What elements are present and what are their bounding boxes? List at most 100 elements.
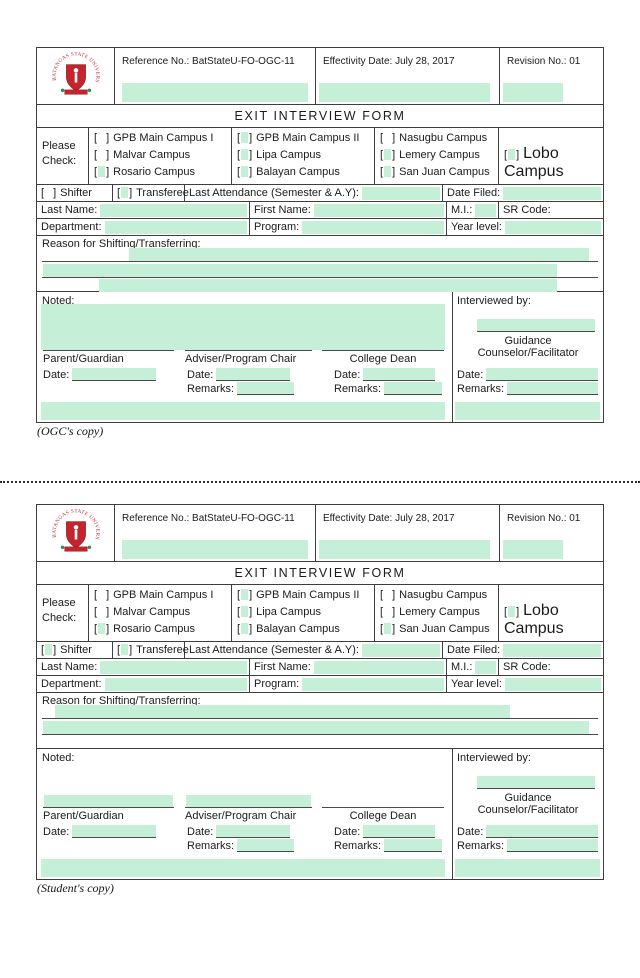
campus-label: Lobo Campus (504, 602, 564, 637)
last-name-field[interactable] (100, 660, 247, 674)
checkbox-lemery-campus[interactable] (380, 606, 395, 618)
checkbox-malvar-campus[interactable] (94, 149, 109, 161)
last-attendance-field[interactable] (361, 643, 440, 657)
interviewed-by-field[interactable] (477, 776, 595, 789)
date-filed-field[interactable] (503, 643, 601, 657)
department-row: Department: Program: Year level: (37, 676, 603, 693)
checkbox-lemery-campus[interactable] (380, 149, 395, 161)
bottom-highlight-strip[interactable] (455, 859, 600, 877)
revision-no-cell: Revision No.: 01 (500, 505, 603, 561)
interviewed-by-field[interactable] (477, 319, 595, 332)
transferee-label: Transferee (136, 644, 189, 656)
reason-field-line-1[interactable] (129, 248, 589, 261)
parent-guardian-signature-line (43, 807, 174, 808)
effectivity-date-field[interactable] (319, 83, 490, 102)
revision-no-cell: Revision No.: 01 (500, 48, 603, 104)
reason-field-line-2[interactable] (43, 264, 557, 277)
checkbox-shifter[interactable] (41, 644, 56, 656)
bottom-highlight-strip[interactable] (41, 402, 445, 420)
adviser-remarks-field[interactable] (237, 382, 295, 395)
department-label: Department: (41, 678, 102, 690)
program-field[interactable] (302, 220, 444, 234)
remarks-label: Remarks: (334, 839, 382, 852)
checkbox-gpb-main-campus-2[interactable] (237, 589, 252, 601)
bottom-highlight-strip[interactable] (41, 859, 445, 877)
noted-field[interactable] (41, 304, 445, 350)
parent-date-field[interactable] (72, 825, 157, 838)
checkbox-san-juan-campus[interactable] (380, 623, 395, 635)
effectivity-date-field[interactable] (319, 540, 490, 559)
shifter-label: Shifter (60, 644, 92, 656)
dean-remarks-field[interactable] (384, 382, 443, 395)
counselor-date-field[interactable] (486, 368, 598, 381)
counselor-remarks-field[interactable] (507, 382, 598, 395)
checkbox-shifter[interactable] (41, 187, 56, 199)
year-level-field[interactable] (504, 677, 601, 691)
department-field[interactable] (104, 220, 247, 234)
checkbox-gpb-main-campus-1[interactable] (94, 132, 109, 144)
adviser-remarks-row: Remarks: (187, 382, 295, 395)
reference-no-field[interactable] (122, 83, 308, 102)
reference-no-label: Reference No.: BatStateU-FO-OGC-11 (122, 56, 295, 67)
adviser-remarks-field[interactable] (237, 839, 295, 852)
checkbox-malvar-campus[interactable] (94, 606, 109, 618)
revision-no-field[interactable] (503, 540, 563, 559)
ogc-copy-label: (OGC's copy) (37, 424, 104, 438)
reference-no-field[interactable] (122, 540, 308, 559)
campus-label: Lipa Campus (256, 606, 321, 618)
parent-date-field[interactable] (72, 368, 157, 381)
dean-date-row: Date: (334, 825, 436, 838)
form-title: EXIT INTERVIEW FORM (234, 566, 406, 580)
mi-cell: M.I.: (447, 202, 499, 218)
reason-field-line-3[interactable] (99, 279, 557, 292)
program-field[interactable] (302, 677, 444, 691)
year-level-field[interactable] (504, 220, 601, 234)
counselor-facilitator-label: Counselor/Facilitator (477, 347, 579, 359)
checkbox-lipa-campus[interactable] (237, 149, 252, 161)
dean-date-field[interactable] (363, 368, 436, 381)
checkbox-gpb-main-campus-2[interactable] (237, 132, 252, 144)
effectivity-date-cell: Effectivity Date: July 28, 2017 (316, 48, 500, 104)
checkbox-san-juan-campus[interactable] (380, 166, 395, 178)
checkbox-balayan-campus[interactable] (237, 166, 252, 178)
checkbox-rosario-campus[interactable] (94, 166, 109, 178)
checkbox-nasugbu-campus[interactable] (380, 132, 395, 144)
checkbox-nasugbu-campus[interactable] (380, 589, 395, 601)
adviser-date-field[interactable] (216, 368, 291, 381)
date-label: Date: (457, 368, 484, 381)
reason-section: Reason for Shifting/Transferring: (37, 236, 603, 292)
college-dean-label: College Dean (349, 353, 417, 365)
checkbox-balayan-campus[interactable] (237, 623, 252, 635)
dean-remarks-field[interactable] (384, 839, 443, 852)
adviser-date-field[interactable] (216, 825, 291, 838)
student-copy-label: (Student's copy) (37, 881, 114, 895)
mi-field[interactable] (475, 660, 496, 674)
revision-no-field[interactable] (503, 83, 563, 102)
checkbox-lobo-campus[interactable] (504, 149, 519, 161)
department-field[interactable] (104, 677, 247, 691)
checkbox-transferee[interactable] (117, 644, 132, 656)
checkbox-transferee[interactable] (117, 187, 132, 199)
date-filed-field[interactable] (503, 186, 601, 200)
adviser-signature-field[interactable] (186, 795, 311, 807)
first-name-field[interactable] (313, 660, 444, 674)
first-name-field[interactable] (313, 203, 444, 217)
counselor-remarks-field[interactable] (507, 839, 598, 852)
checkbox-rosario-campus[interactable] (94, 623, 109, 635)
counselor-date-field[interactable] (486, 825, 598, 838)
mi-field[interactable] (475, 203, 496, 217)
reason-field-line-1[interactable] (55, 705, 510, 718)
last-attendance-field[interactable] (361, 186, 440, 200)
checkbox-lipa-campus[interactable] (237, 606, 252, 618)
dean-date-field[interactable] (363, 825, 436, 838)
checkbox-lobo-campus[interactable] (504, 606, 519, 618)
bottom-highlight-strip[interactable] (455, 402, 600, 420)
last-name-field[interactable] (100, 203, 247, 217)
parent-guardian-signature-field[interactable] (44, 795, 173, 807)
campus-label: GPB Main Campus I (113, 132, 214, 144)
date-label: Date: (187, 368, 214, 381)
reason-field-line-2[interactable] (43, 721, 589, 734)
campus-column-4: Lobo Campus (499, 585, 603, 641)
last-name-label: Last Name: (41, 204, 98, 216)
checkbox-gpb-main-campus-1[interactable] (94, 589, 109, 601)
